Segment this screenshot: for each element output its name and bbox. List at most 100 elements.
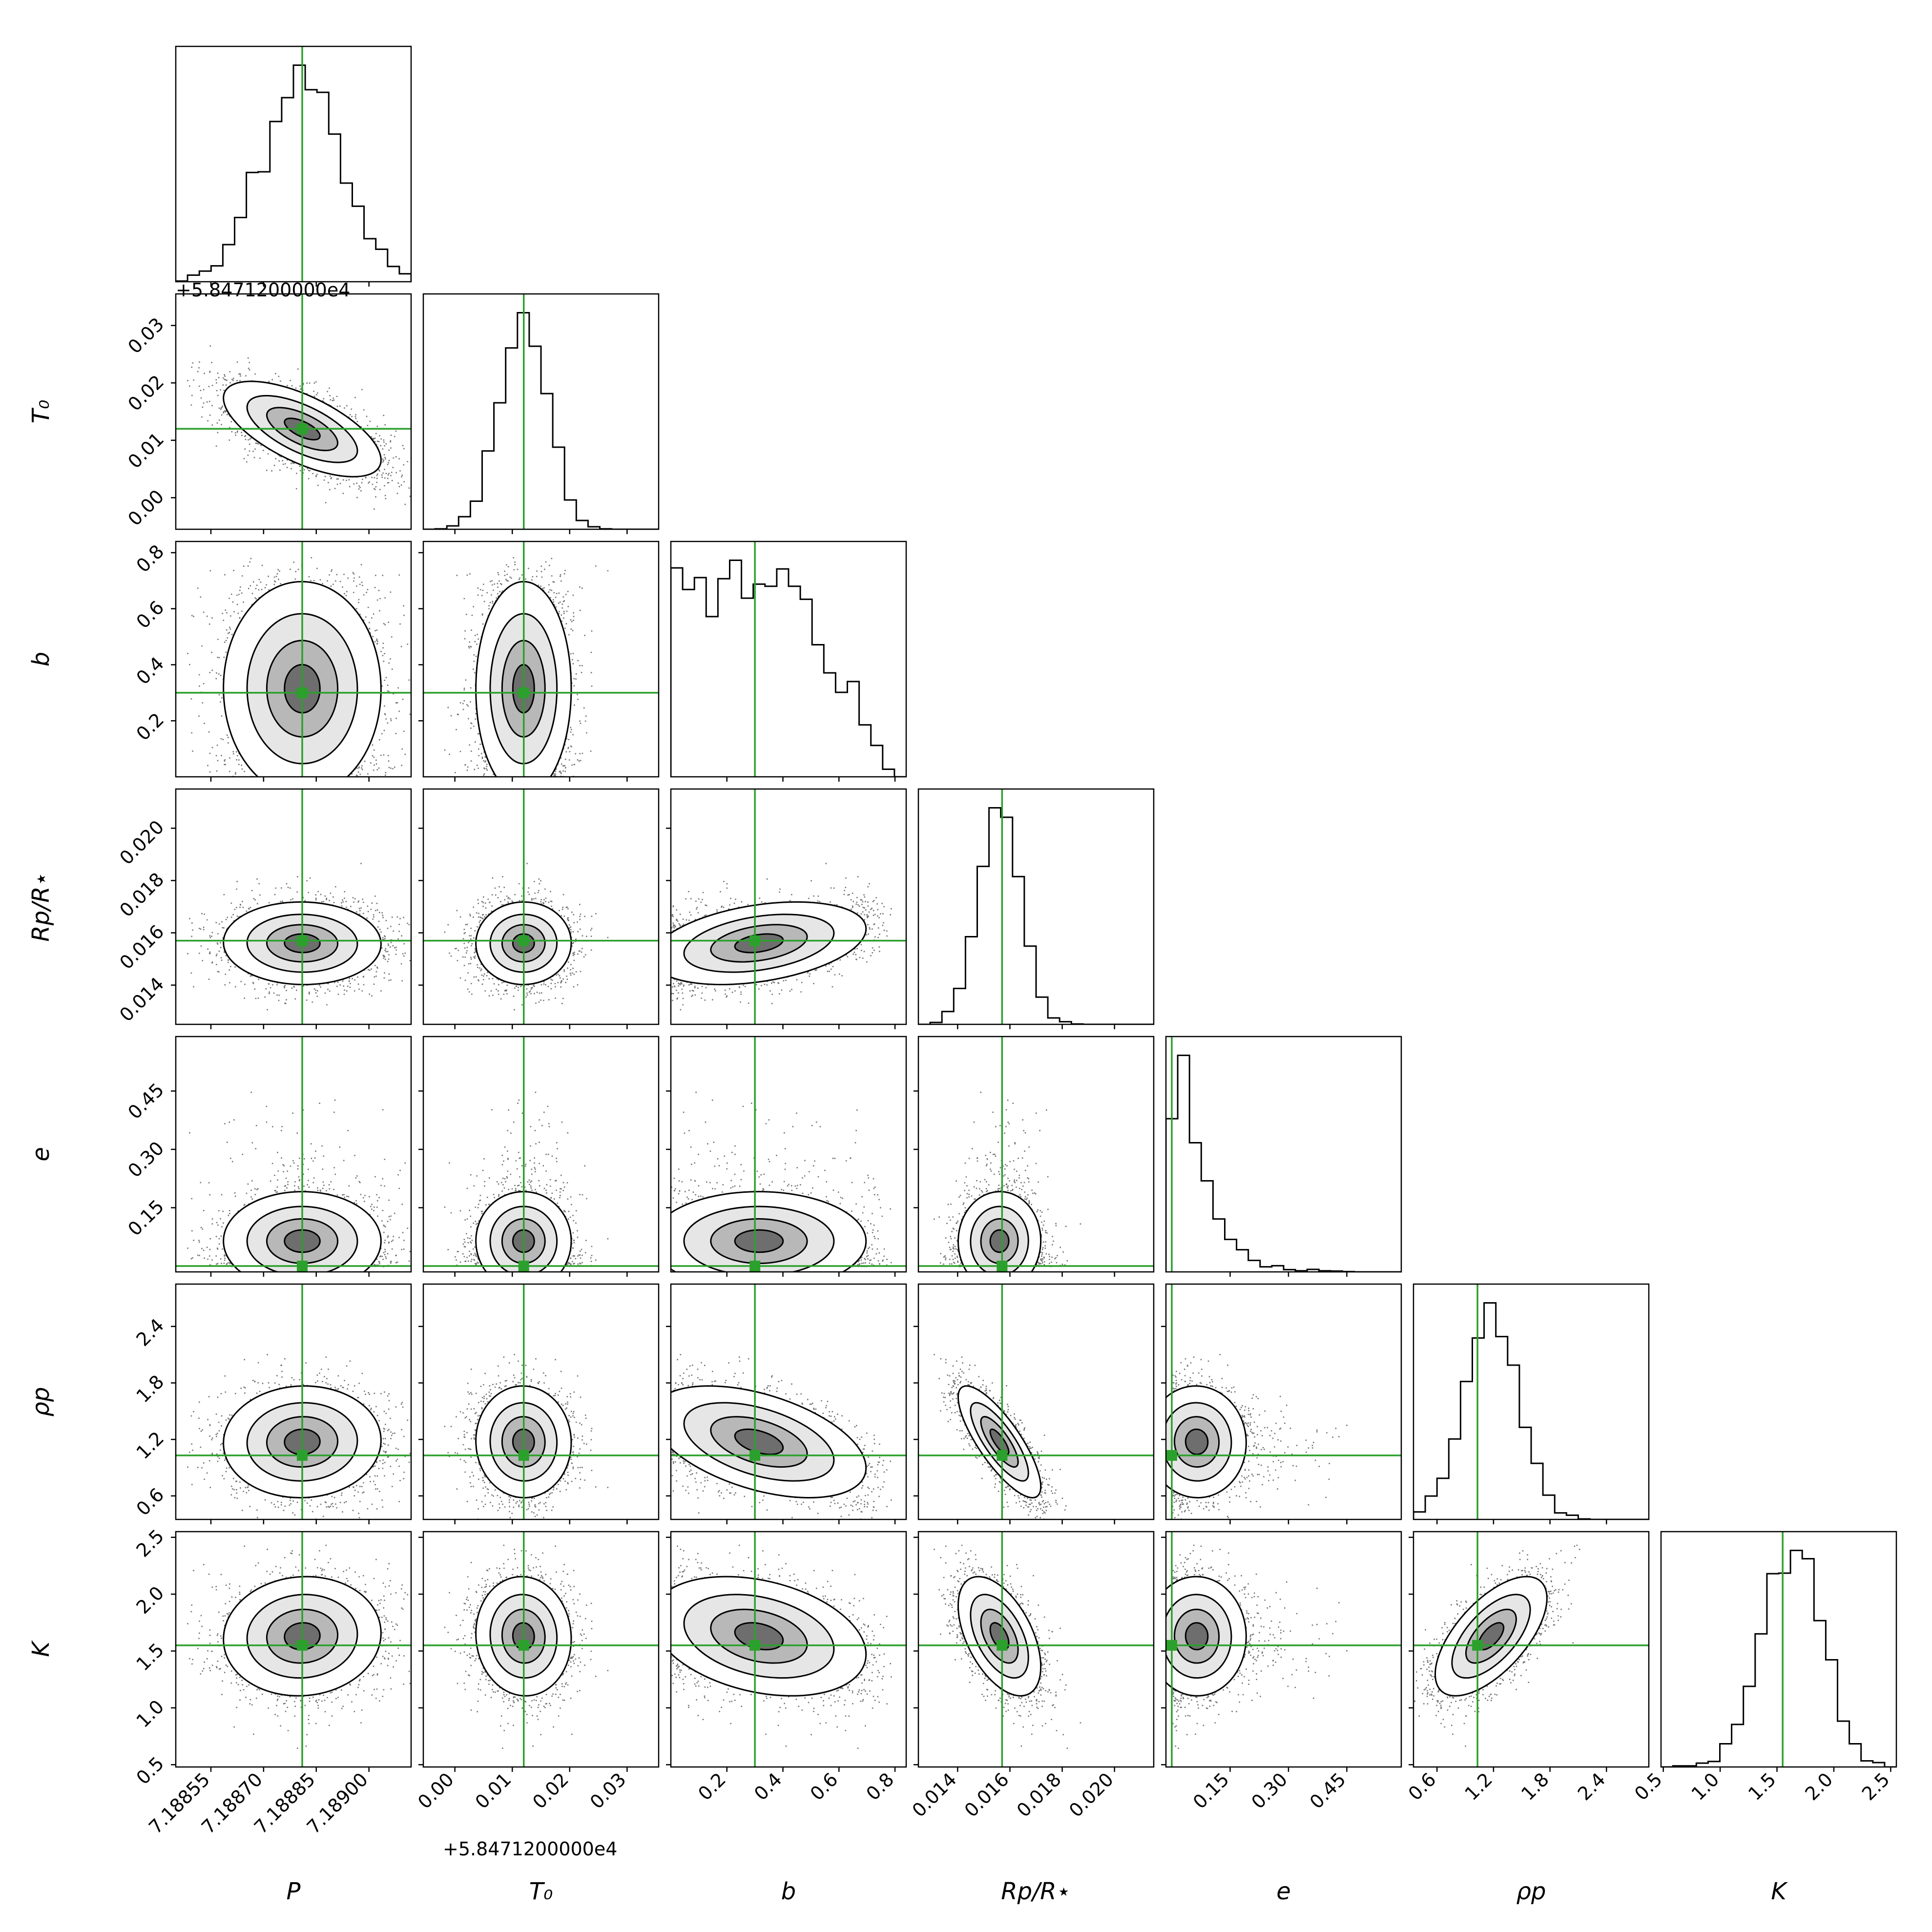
y-tick-label-b: 0.6 xyxy=(132,597,168,633)
y-tick-label-Rp: 0.020 xyxy=(115,816,168,869)
x-tick-label-T0: 0.02 xyxy=(528,1768,573,1813)
panel-frame xyxy=(422,1531,660,1768)
sample-points xyxy=(187,1091,411,1267)
contour-level-4 xyxy=(734,1229,784,1253)
truth-marker xyxy=(518,935,529,946)
truth-marker xyxy=(997,1640,1008,1651)
x-tick-label-T0: 0.03 xyxy=(586,1768,630,1813)
x-axis-label-T0: T₀ xyxy=(529,1878,553,1905)
y-tick-label-T0: 0.03 xyxy=(124,313,168,358)
y-tick-label-Rp: 0.018 xyxy=(115,869,168,921)
x-tick-label-K: 1.0 xyxy=(1687,1768,1724,1805)
x-tick-label-e: 0.45 xyxy=(1306,1768,1350,1813)
panel-P-P xyxy=(175,45,412,287)
y-axis-label-Rp: Rp/R⋆ xyxy=(27,872,55,941)
panel-rho-rho xyxy=(1413,1283,1650,1524)
x-tick-label-T0: 0.00 xyxy=(414,1768,458,1813)
x-tick-label-Rp: 0.014 xyxy=(908,1768,961,1821)
panel-K-Rp: 0.014 0.016 0.018 0.020 xyxy=(908,1531,1155,1821)
x-tick-label-b: 0.6 xyxy=(806,1768,842,1805)
x-tick-label-b: 0.8 xyxy=(862,1768,898,1805)
truth-marker xyxy=(1472,1640,1483,1651)
panel-T0-P: 0.00 0.01 0.02 0.03 xyxy=(124,293,412,534)
panel-frame xyxy=(670,1531,907,1768)
y-tick-label-K: 2.5 xyxy=(132,1525,168,1561)
contour-level-4 xyxy=(1184,1622,1209,1651)
panel-frame xyxy=(422,1283,660,1520)
y-axis-label-e: e xyxy=(27,1147,55,1162)
x-tick-label-b: 0.2 xyxy=(694,1768,730,1805)
panel-frame xyxy=(1413,1283,1650,1520)
panel-Rp-T0 xyxy=(418,788,660,1029)
y-axis-label-T0: T₀ xyxy=(27,400,55,424)
histogram-e xyxy=(1166,1055,1401,1272)
histogram-P xyxy=(176,64,411,282)
panel-T0-T0 xyxy=(422,293,660,534)
panel-frame xyxy=(422,788,660,1025)
y-axis-label-K: K xyxy=(27,1640,55,1657)
y-tick-label-T0: 0.01 xyxy=(124,428,168,473)
x-tick-label-rho: 2.4 xyxy=(1574,1768,1610,1805)
truth-marker xyxy=(749,1450,761,1461)
y-tick-label-rho: 1.8 xyxy=(132,1371,168,1407)
truth-marker xyxy=(1166,1450,1177,1461)
panel-frame xyxy=(175,1283,412,1520)
panel-e-Rp xyxy=(914,1036,1155,1277)
x-tick-label-rho: 0.6 xyxy=(1404,1768,1440,1805)
y-tick-label-e: 0.45 xyxy=(124,1079,168,1123)
panel-frame xyxy=(1165,1036,1402,1273)
y-tick-label-K: 2.0 xyxy=(132,1582,168,1618)
panel-rho-e xyxy=(1161,1283,1402,1524)
panel-frame xyxy=(670,1036,907,1273)
y-tick-label-K: 0.5 xyxy=(132,1753,168,1789)
x-axis-label-K: K xyxy=(1771,1878,1788,1905)
panel-rho-b xyxy=(666,1283,907,1524)
contour-level-4 xyxy=(1184,1428,1209,1455)
x-tick-label-K: 2.0 xyxy=(1801,1768,1837,1805)
panel-rho-T0 xyxy=(418,1283,660,1524)
corner-grid: 0.000.010.020.030.20.40.60.80.0140.0160.… xyxy=(115,45,1897,1838)
panel-frame xyxy=(917,1531,1155,1768)
panel-K-e: 0.15 0.30 0.45 xyxy=(1161,1531,1402,1813)
y-tick-label-rho: 2.4 xyxy=(132,1314,168,1350)
truth-marker xyxy=(518,1450,529,1461)
panel-K-K: 0.5 1.0 1.5 2.0 2.5 xyxy=(1630,1531,1897,1805)
x-axis-label-b: b xyxy=(781,1878,796,1905)
x-axis-label-P: P xyxy=(287,1878,301,1905)
panel-frame xyxy=(422,1036,660,1273)
histogram-T0 xyxy=(423,312,659,529)
panel-frame xyxy=(1413,1531,1650,1768)
x-tick-label-T0: 0.01 xyxy=(471,1768,516,1813)
x-tick-label-Rp: 0.020 xyxy=(1065,1768,1118,1821)
x-tick-label-rho: 1.8 xyxy=(1517,1768,1553,1805)
panel-e-e xyxy=(1165,1036,1402,1277)
offset-label-P: +5.8471200000e4 xyxy=(176,279,350,301)
y-tick-label-b: 0.2 xyxy=(132,708,168,745)
panel-frame xyxy=(175,1036,412,1273)
y-tick-label-K: 1.0 xyxy=(132,1696,168,1732)
x-tick-label-K: 2.5 xyxy=(1858,1768,1894,1805)
panel-K-P: 7.188557.188707.188857.189000.51.01.52.0… xyxy=(132,1525,412,1838)
panel-b-T0 xyxy=(418,540,660,782)
histogram-rho xyxy=(1413,1302,1649,1519)
panel-frame xyxy=(917,788,1155,1025)
y-tick-label-Rp: 0.016 xyxy=(115,921,168,974)
y-tick-label-e: 0.15 xyxy=(124,1196,168,1240)
y-tick-label-K: 1.5 xyxy=(132,1639,168,1675)
contour-level-4 xyxy=(989,1428,1010,1455)
x-axis-label-rho: ρp xyxy=(1517,1878,1546,1905)
truth-marker xyxy=(997,1450,1008,1461)
y-tick-label-Rp: 0.014 xyxy=(115,973,168,1026)
panel-frame xyxy=(175,293,412,530)
offset-label-T0: +5.8471200000e4 xyxy=(443,1838,617,1860)
panel-e-b xyxy=(666,1036,907,1277)
panel-frame xyxy=(422,293,660,530)
panel-K-T0: 0.00 0.01 0.02 0.03 xyxy=(414,1531,660,1813)
panel-rho-P: 0.6 1.2 1.8 2.4 xyxy=(132,1283,412,1524)
y-tick-label-e: 0.30 xyxy=(124,1137,168,1182)
x-axis-label-e: e xyxy=(1276,1878,1291,1905)
histogram-b xyxy=(671,560,906,777)
panel-frame xyxy=(175,45,412,283)
y-axis-label-b: b xyxy=(27,652,55,666)
